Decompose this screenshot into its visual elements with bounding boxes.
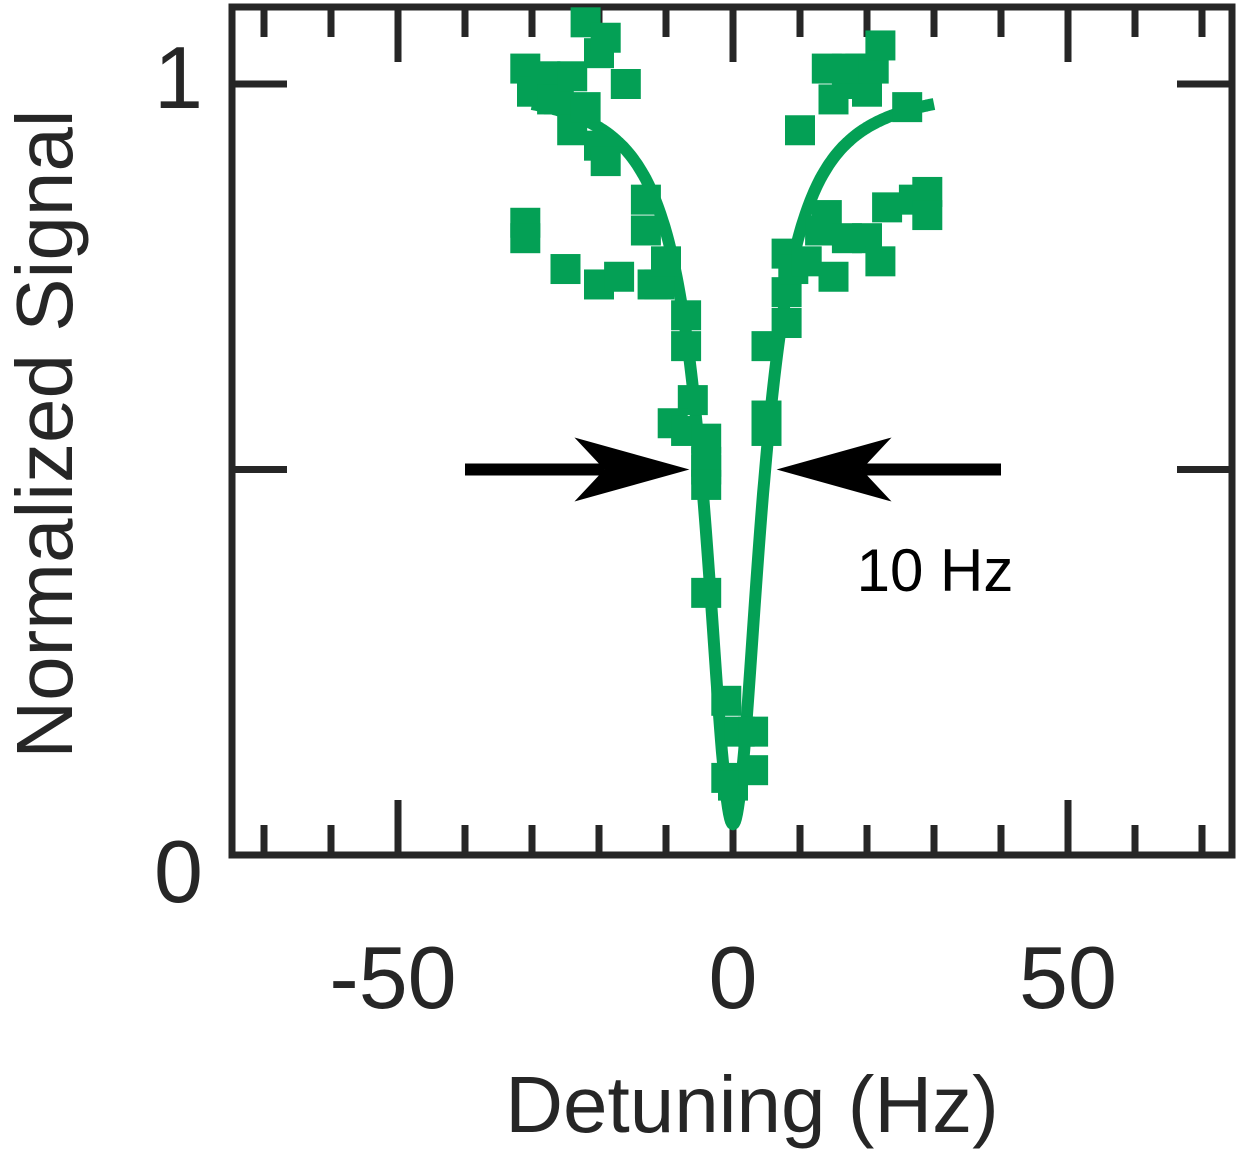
data-point-marker [671, 300, 702, 331]
fwhm-annotation [465, 437, 1001, 502]
data-point-marker [865, 30, 896, 61]
data-point-marker [671, 331, 702, 362]
data-point-marker [785, 115, 815, 146]
data-point-marker [738, 755, 769, 786]
y-axis-title: Normalized Signal [0, 109, 89, 758]
data-points [510, 7, 943, 801]
y-axis-ticks [232, 80, 1232, 473]
fit-curve [527, 98, 939, 831]
data-point-marker [550, 254, 581, 285]
y-tick-label-1: 1 [154, 28, 203, 127]
arrow-left-icon [776, 437, 892, 502]
lorentzian-fit-line [527, 98, 939, 831]
data-point-marker [651, 246, 681, 277]
data-point-marker [912, 200, 943, 231]
x-tick-label-neg50: -50 [329, 928, 456, 1027]
data-point-marker [771, 308, 802, 339]
data-point-marker [630, 184, 661, 215]
data-point-marker [630, 215, 661, 246]
data-point-marker [557, 61, 588, 92]
data-point-marker [570, 92, 601, 123]
x-tick-label-50: 50 [1019, 928, 1117, 1027]
arrow-right-icon [574, 437, 690, 502]
data-point-marker [751, 400, 782, 431]
data-point-marker [610, 69, 641, 99]
data-point-marker [510, 223, 541, 254]
data-point-marker [691, 577, 722, 608]
data-point-marker [590, 146, 621, 177]
data-point-marker [791, 246, 822, 277]
x-axis-title: Detuning (Hz) [505, 1060, 999, 1149]
x-tick-label-0: 0 [709, 928, 758, 1027]
data-point-marker [590, 22, 621, 53]
data-point-marker [831, 53, 862, 84]
data-point-marker [691, 469, 722, 500]
data-point-marker [738, 716, 769, 747]
fwhm-label: 10 Hz [857, 537, 1014, 604]
y-tick-label-0: 0 [154, 822, 203, 921]
data-point-marker [818, 261, 849, 292]
data-point-marker [604, 261, 635, 292]
data-point-marker [711, 685, 742, 716]
data-point-marker [892, 92, 923, 123]
data-point-marker [872, 192, 903, 223]
data-point-marker [865, 246, 896, 277]
